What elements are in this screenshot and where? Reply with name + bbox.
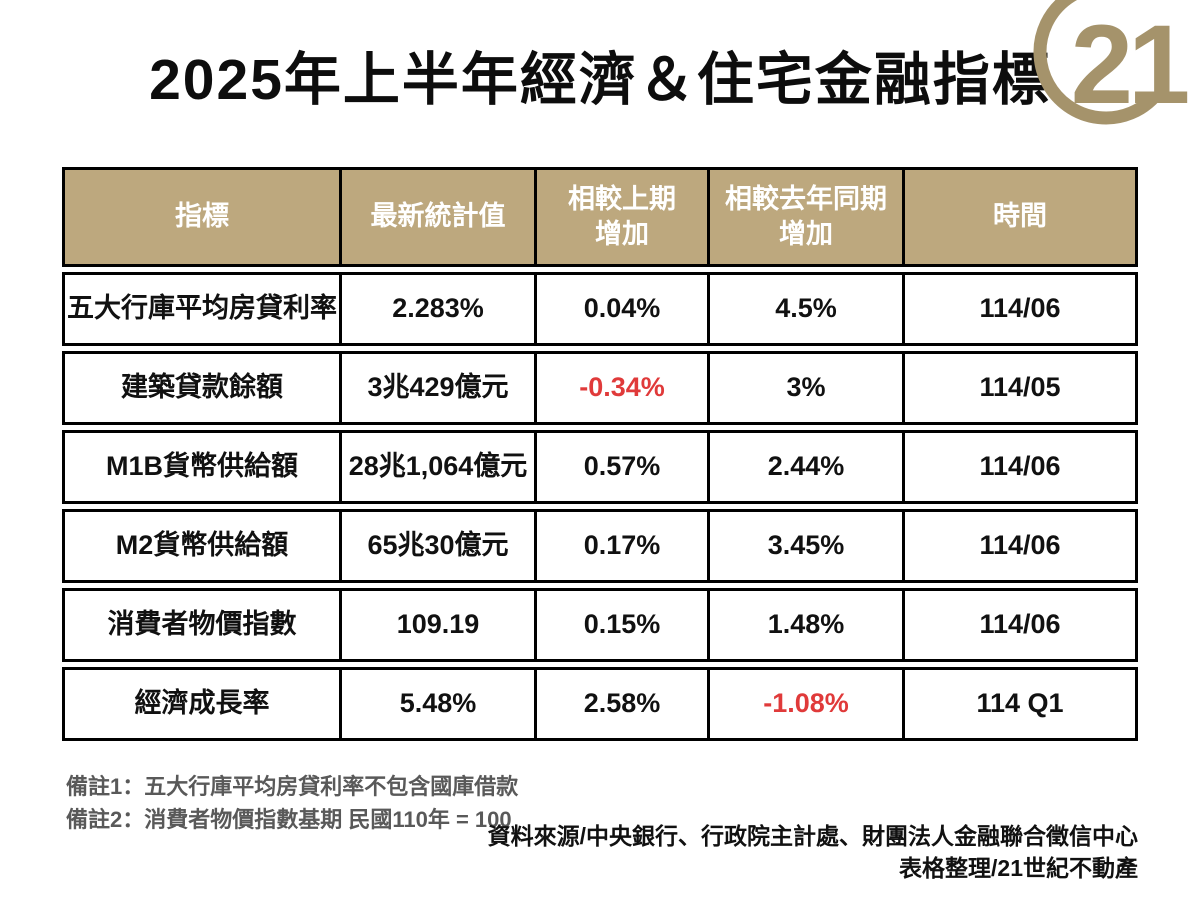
footnote-1: 備註1：五大行庫平均房貸利率不包含國庫借款 (66, 774, 519, 799)
cell-vs-year-ago: 4.5% (710, 275, 905, 343)
source-line-data: 資料來源/中央銀行、行政院主計處、財團法人金融聯合徵信中心 (487, 823, 1138, 849)
cell-latest-value: 5.48% (342, 670, 537, 738)
table-header-row: 指標 最新統計值 相較上期 增加 相較去年同期 增加 時間 (62, 167, 1138, 267)
cell-period: 114/05 (979, 372, 1061, 403)
table-row: M1B貨幣供給額 28兆1,064億元 0.57% 2.44% 114/06 (62, 430, 1138, 504)
cell-latest-value: 28兆1,064億元 (342, 433, 537, 501)
indicators-table: 指標 最新統計值 相較上期 增加 相較去年同期 增加 時間 五大行庫平均房貸利率 (62, 167, 1138, 741)
column-header-indicator: 指標 (65, 170, 342, 264)
cell-indicator: 經濟成長率 (65, 670, 342, 738)
table-row: M2貨幣供給額 65兆30億元 0.17% 3.45% 114/06 (62, 509, 1138, 583)
column-header-label: 指標 (175, 201, 229, 232)
cell-indicator: 五大行庫平均房貸利率 (65, 275, 342, 343)
table-row: 消費者物價指數 109.19 0.15% 1.48% 114/06 (62, 588, 1138, 662)
column-header-sublabel: 增加 (779, 219, 833, 249)
table-row: 經濟成長率 5.48% 2.58% -1.08% 114 Q1 (62, 667, 1138, 741)
table-row: 五大行庫平均房貸利率 2.283% 0.04% 4.5% 114/06 (62, 272, 1138, 346)
logo-21-text: 21 (1071, 2, 1188, 127)
page-title: 2025年上半年經濟＆住宅金融指標 (149, 48, 1051, 112)
cell-vs-previous: -0.34% (537, 354, 710, 422)
table-row: 建築貸款餘額 3兆429億元 -0.34% 3% 114/05 (62, 351, 1138, 425)
footnote-2: 備註2：消費者物價指數基期 民國110年 = 100 (66, 807, 512, 832)
column-header-label: 最新統計值 (370, 201, 506, 232)
column-header-label: 相較上期 (568, 183, 676, 214)
cell-latest-value: 3兆429億元 (342, 354, 537, 422)
cell-latest-value: 109.19 (342, 591, 537, 659)
column-header-vs-previous: 相較上期 增加 (537, 170, 710, 264)
cell-period: 114/06 (979, 530, 1061, 561)
cell-period: 114/06 (979, 609, 1061, 640)
century21-logo-icon: 21 (1033, 0, 1188, 127)
cell-vs-previous: 0.57% (537, 433, 710, 501)
cell-vs-previous: 0.17% (537, 512, 710, 580)
column-header-label: 時間 (993, 201, 1047, 232)
column-header-latest-value: 最新統計值 (342, 170, 537, 264)
cell-period: 114 Q1 (976, 688, 1064, 719)
cell-vs-previous: 0.04% (537, 275, 710, 343)
cell-latest-value: 2.283% (342, 275, 537, 343)
cell-vs-year-ago: 1.48% (710, 591, 905, 659)
cell-latest-value: 65兆30億元 (342, 512, 537, 580)
cell-indicator: M1B貨幣供給額 (65, 433, 342, 501)
cell-indicator: 消費者物價指數 (65, 591, 342, 659)
cell-vs-year-ago: 3.45% (710, 512, 905, 580)
source-credits: 資料來源/中央銀行、行政院主計處、財團法人金融聯合徵信中心 表格整理/21世紀不… (488, 820, 1138, 884)
source-line-compiler: 表格整理/21世紀不動產 (899, 855, 1138, 881)
cell-vs-year-ago: 2.44% (710, 433, 905, 501)
cell-vs-previous: 2.58% (537, 670, 710, 738)
column-header-sublabel: 增加 (595, 219, 649, 249)
cell-indicator: M2貨幣供給額 (65, 512, 342, 580)
cell-vs-year-ago: -1.08% (710, 670, 905, 738)
cell-indicator: 建築貸款餘額 (65, 354, 342, 422)
cell-period: 114/06 (979, 293, 1061, 324)
footnotes: 備註1：五大行庫平均房貸利率不包含國庫借款 備註2：消費者物價指數基期 民國11… (66, 770, 518, 836)
cell-period: 114/06 (979, 451, 1061, 482)
column-header-label: 相較去年同期 (725, 183, 887, 214)
cell-vs-previous: 0.15% (537, 591, 710, 659)
column-header-vs-year-ago: 相較去年同期 增加 (710, 170, 905, 264)
logo-arc-icon (1033, 0, 1160, 125)
column-header-period: 時間 (905, 170, 1135, 264)
cell-vs-year-ago: 3% (710, 354, 905, 422)
century21-logo: 21 (1028, 0, 1188, 150)
